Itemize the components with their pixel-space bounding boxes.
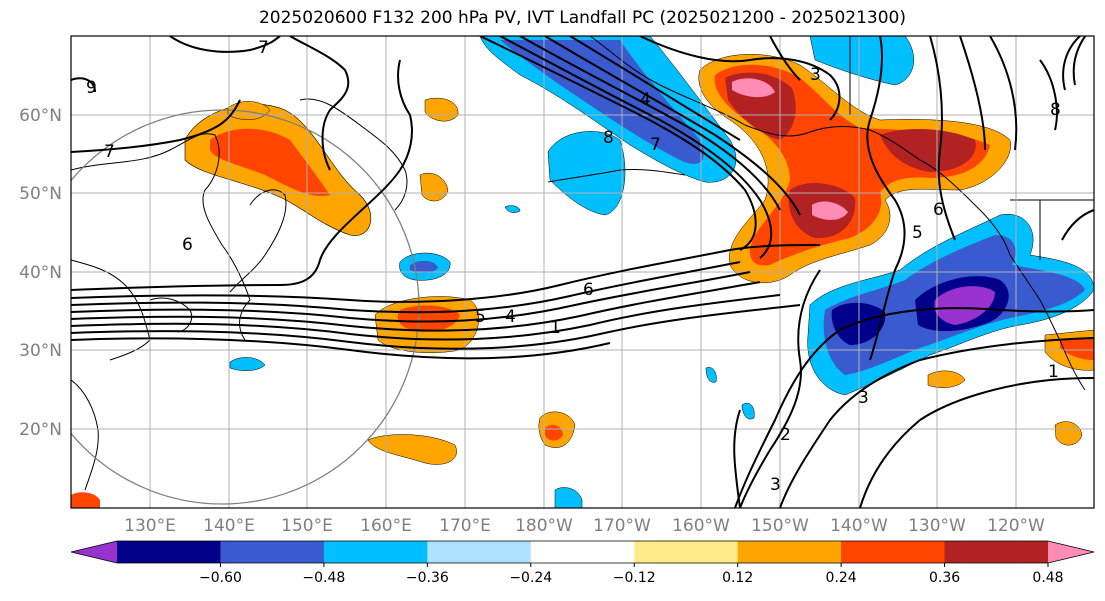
lon-label: 180°W — [515, 516, 573, 536]
lat-label: 40°N — [19, 263, 62, 283]
lon-label: 130°E — [124, 516, 176, 536]
lat-label: 60°N — [19, 106, 62, 126]
contour-label: 7 — [650, 135, 661, 155]
colorbar-extend-min — [71, 541, 117, 563]
colorbar-tick-label: −0.36 — [406, 570, 449, 586]
lon-label: 140°E — [203, 516, 255, 536]
lon-label: 170°W — [593, 516, 651, 536]
lon-label: 140°W — [830, 516, 888, 536]
lon-label: 150°E — [281, 516, 333, 536]
contour-label: 3 — [810, 65, 821, 85]
contour-label: 9 — [86, 78, 97, 98]
contour-label: 4 — [505, 307, 516, 327]
contour-label: 8 — [1050, 100, 1061, 120]
lon-label: 130°W — [908, 516, 966, 536]
black-contours — [71, 36, 1094, 508]
colorbar-tick-label: −0.60 — [199, 570, 242, 586]
contour-label: 3 — [770, 475, 781, 495]
contour-label: 7 — [258, 38, 269, 58]
contour-label: 5 — [475, 307, 486, 327]
colorbar-cell — [323, 541, 428, 563]
colorbar-cell — [220, 541, 325, 563]
lon-label: 170°E — [439, 516, 491, 536]
gridlines — [71, 36, 1094, 508]
lon-label: 160°W — [672, 516, 730, 536]
lon-label: 150°W — [751, 516, 809, 536]
lat-label: 50°N — [19, 184, 62, 204]
contour-label: 3 — [858, 388, 869, 408]
contour-label: 8 — [603, 128, 614, 148]
colorbar-cell — [117, 541, 221, 563]
contour-label: 1 — [550, 318, 561, 338]
colorbar-outline — [70, 540, 1095, 564]
colorbar-tick-label: 0.48 — [1032, 570, 1063, 586]
colorbar-tick-label: 0.24 — [826, 570, 857, 586]
colorbar-tick-label: 0.12 — [722, 570, 753, 586]
contour-label: 2 — [780, 425, 791, 445]
colorbar-tick-label: −0.12 — [613, 570, 656, 586]
colorbar: −0.60 −0.48 −0.36 −0.24 −0.12 0.12 0.24 0.36 0.4… — [70, 540, 1095, 586]
contour-label: 6 — [182, 235, 193, 255]
range-circle — [71, 109, 420, 505]
colorbar-cell — [427, 541, 532, 563]
colorbar-cell — [530, 541, 635, 563]
contour-label: 4 — [640, 90, 651, 110]
colorbar-tick-label: −0.24 — [509, 570, 552, 586]
colorbar-cell — [634, 541, 739, 563]
colorbar-cell — [737, 541, 842, 563]
lon-label: 120°W — [987, 516, 1045, 536]
latitude-labels: 60°N 50°N 40°N 30°N 20°N — [19, 106, 62, 440]
colorbar-cell — [944, 541, 1049, 563]
colorbar-tick-label: 0.36 — [929, 570, 960, 586]
map-title: 2025020600 F132 200 hPa PV, IVT Landfall… — [258, 8, 906, 28]
contour-label: 6 — [583, 280, 594, 300]
colorbar-cell — [841, 541, 946, 563]
lat-label: 30°N — [19, 341, 62, 361]
contour-label: 5 — [912, 223, 923, 243]
lon-label: 160°E — [360, 516, 412, 536]
colorbar-tick-label: −0.48 — [302, 570, 345, 586]
contour-label: 6 — [933, 200, 944, 220]
longitude-labels: 130°E 140°E 150°E 160°E 170°E 180°W 170°… — [124, 516, 1045, 536]
contour-label: 1 — [1048, 362, 1059, 382]
contour-label: 7 — [104, 142, 115, 162]
colorbar-extend-max — [1048, 541, 1094, 563]
map-frame — [70, 35, 1095, 509]
lat-label: 20°N — [19, 420, 62, 440]
contour-label-group: 7 9 7 6 5 4 1 6 8 7 4 3 6 5 8 3 2 3 1 — [86, 38, 1061, 495]
